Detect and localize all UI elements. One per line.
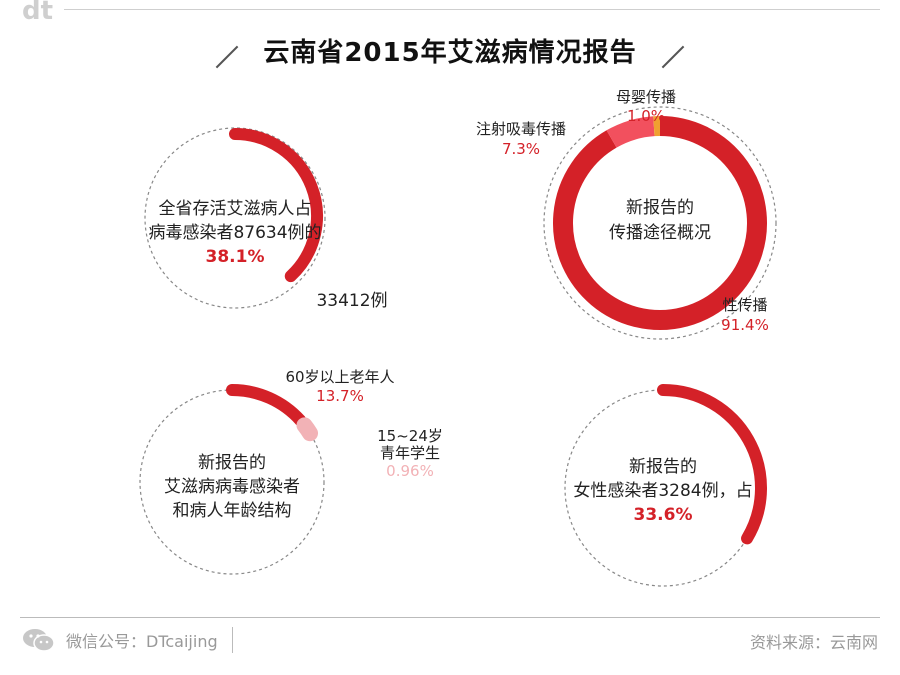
title-row: 云南省2015年艾滋病情况报告 xyxy=(0,32,900,69)
footer-separator xyxy=(231,627,233,653)
chart2-dashed-ring xyxy=(543,106,777,340)
footer-source: 资料来源：云南网 xyxy=(749,633,878,652)
chart2-sex-value: 91.4% xyxy=(721,316,769,334)
chart2-slice-injection xyxy=(606,116,655,148)
chart2-center-line1: 新报告的 xyxy=(626,198,694,218)
footer-divider xyxy=(20,617,880,618)
chart3-slice-youth xyxy=(296,417,319,442)
chart2-center-line2: 传播途径概况 xyxy=(609,223,711,243)
wechat-label: 微信公号：DTcaijing xyxy=(66,632,218,651)
page-title: 云南省2015年艾滋病情况报告 xyxy=(263,38,637,68)
chart4-arc xyxy=(657,384,767,545)
chart3-youth-name-line2: 青年学生 xyxy=(380,444,440,462)
chart2-mother-name: 母婴传播 xyxy=(616,88,676,106)
dt-logo: dt xyxy=(22,0,54,26)
chart3-elder-value: 13.7% xyxy=(316,387,364,405)
chart2-injection-value: 7.3% xyxy=(502,140,540,158)
chart4-percent-label: 33.6% xyxy=(634,505,693,525)
chart2-sex-name: 性传播 xyxy=(722,296,767,314)
chart3-center-line2: 艾滋病病毒感染者 xyxy=(164,477,300,497)
chart1-arc xyxy=(229,128,323,283)
chart2-slice-sex xyxy=(553,116,767,330)
chart3-youth-value: 0.96% xyxy=(386,462,434,480)
wechat-icon xyxy=(23,629,55,652)
chart4-center-line1: 新报告的 xyxy=(629,457,697,477)
chart1-center-line1: 全省存活艾滋病人占 xyxy=(159,199,312,219)
chart3-center-line1: 新报告的 xyxy=(198,453,266,473)
chart2-mother-value: 1.0% xyxy=(627,107,665,125)
chart1-percent-label: 38.1% xyxy=(206,247,265,267)
chart1-center-line2: 病毒感染者87634例的 xyxy=(148,223,321,243)
chart3-youth-name-line1: 15~24岁 xyxy=(377,427,443,445)
top-divider xyxy=(64,9,880,10)
chart1-dashed-ring xyxy=(144,127,326,309)
chart4-center-line2: 女性感染者3284例，占 xyxy=(573,481,752,501)
chart2-injection-name: 注射吸毒传播 xyxy=(476,120,566,138)
chart3-slice-elder xyxy=(226,384,307,427)
chart1-count-label: 33412例 xyxy=(316,291,387,311)
footer-wechat: 微信公号：DTcaijing xyxy=(22,627,233,653)
chart3-center-line3: 和病人年龄结构 xyxy=(173,501,292,521)
chart3-elder-name: 60岁以上老年人 xyxy=(285,368,394,386)
